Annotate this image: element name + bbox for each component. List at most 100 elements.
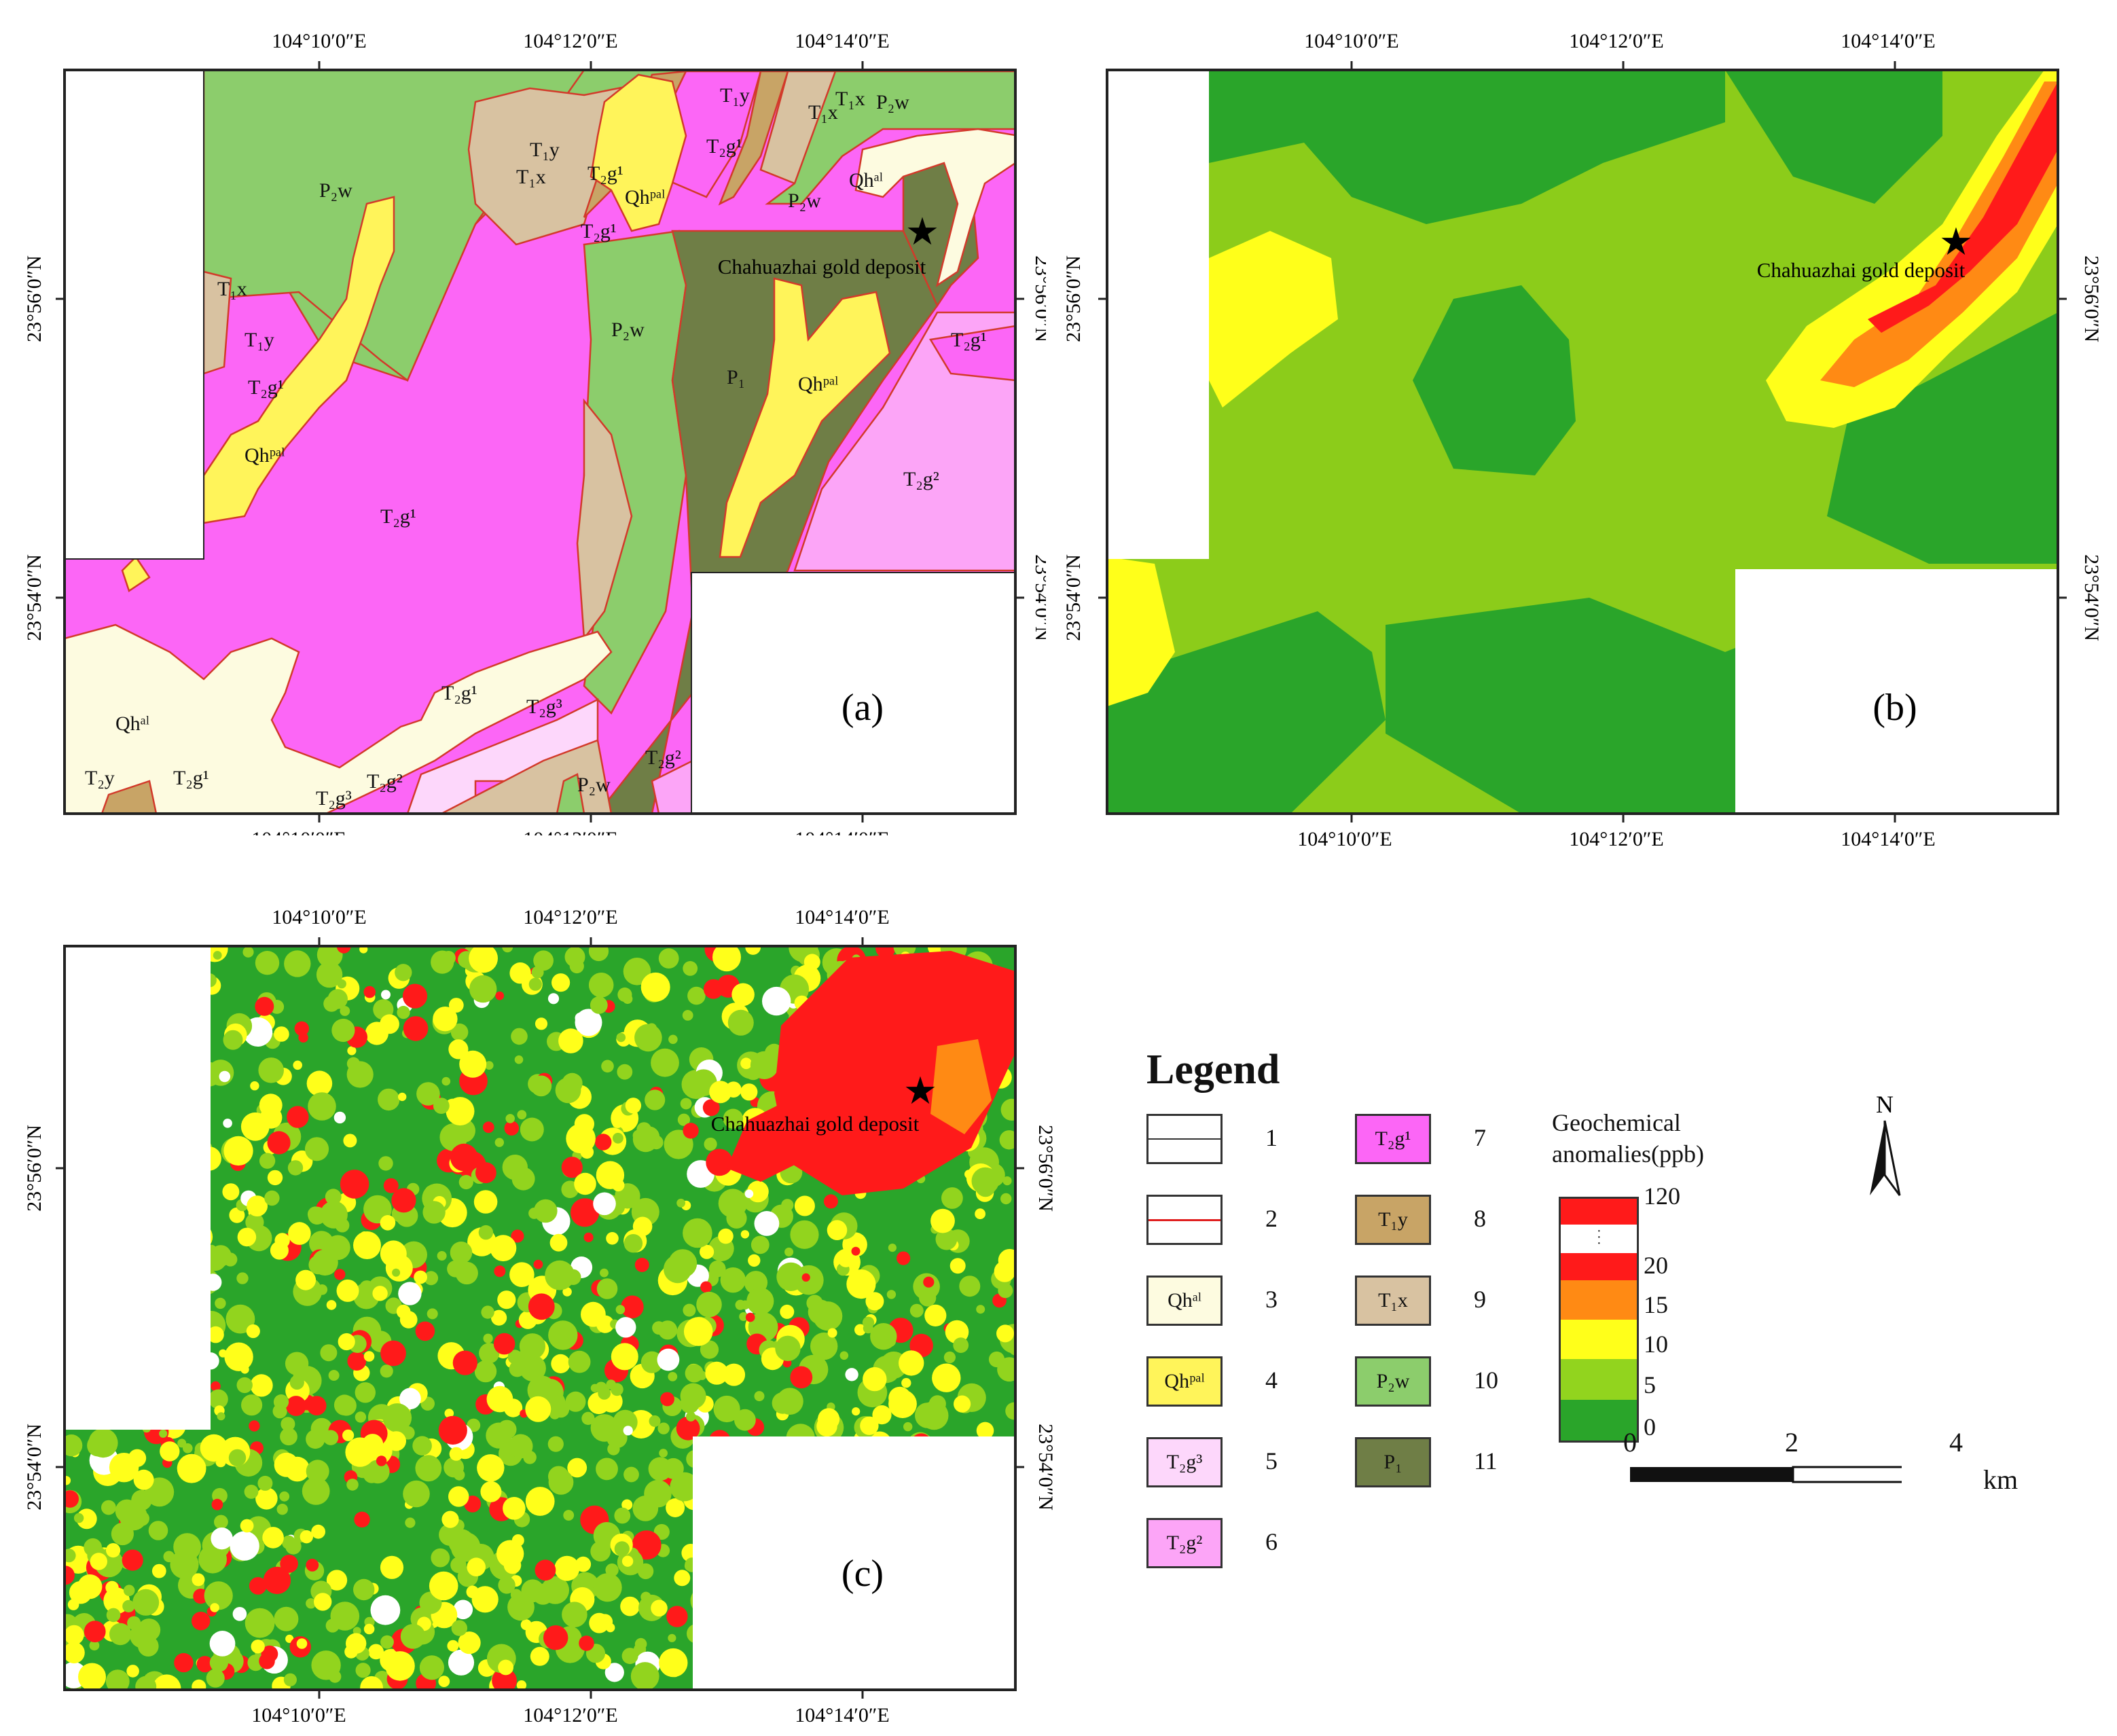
anomaly-speck	[530, 1075, 552, 1097]
anomaly-speck	[496, 1540, 524, 1568]
anomaly-speck	[353, 1231, 381, 1259]
legend-swatch-9: T₁x	[1355, 1276, 1431, 1326]
anomaly-speck	[949, 1258, 966, 1274]
anomaly-speck	[994, 1261, 1015, 1282]
anomaly-speck	[683, 1123, 699, 1139]
anomaly-speck	[1009, 1343, 1015, 1356]
legend-number-5: 5	[1265, 1447, 1278, 1475]
anomaly-speck	[378, 1088, 400, 1111]
map-label: T₂g¹	[380, 505, 416, 528]
top-tick-2: 104°12′0″E	[523, 30, 617, 52]
anomaly-speck	[640, 1351, 664, 1373]
legend-swatch-1	[1146, 1114, 1223, 1164]
anomaly-speck	[720, 1267, 746, 1293]
anomaly-speck	[447, 1260, 464, 1278]
right-tick-2: 23°54′0″N	[1034, 1424, 1057, 1511]
anomaly-speck	[115, 1499, 139, 1523]
anomaly-speck	[78, 1663, 106, 1690]
anomaly-speck	[865, 1292, 884, 1311]
anomaly-speck	[481, 1305, 494, 1319]
anomaly-speck	[674, 1570, 691, 1587]
map-label: P₂w	[788, 189, 821, 212]
anomaly-speck	[683, 1317, 713, 1346]
anomaly-speck	[245, 1213, 264, 1232]
bottom-tick-3: 104°14′0″E	[795, 828, 889, 835]
anomaly-speck	[734, 1409, 756, 1431]
anomaly-speck	[486, 1422, 512, 1449]
anomaly-speck	[336, 1279, 359, 1302]
map-label: P₂w	[876, 91, 909, 113]
anomaly-speck	[429, 1571, 458, 1601]
anomaly-speck	[548, 1320, 578, 1350]
anomaly-speck	[249, 1420, 260, 1432]
anomaly-speck	[132, 1589, 160, 1616]
anomaly-speck	[607, 1427, 628, 1449]
anomaly-speck	[314, 1593, 332, 1611]
panel-letter: (a)	[842, 687, 884, 729]
anomaly-speck	[396, 1304, 411, 1319]
anomaly-speck	[433, 1007, 458, 1032]
right-tick-2: 23°54′0″N	[1031, 554, 1046, 641]
map-label: T₂g²	[903, 468, 939, 490]
anomaly-speck	[302, 1477, 330, 1505]
anomaly-speck	[223, 1119, 232, 1128]
anomaly-speck	[386, 1431, 407, 1451]
anomaly-speck	[801, 1273, 810, 1282]
anomaly-speck	[596, 1458, 618, 1481]
top-tick-3: 104°14′0″E	[795, 30, 889, 52]
anomaly-speck	[363, 1466, 380, 1483]
legend-swatch-2	[1146, 1195, 1223, 1245]
anomaly-speck	[224, 1342, 253, 1371]
anomaly-speck	[517, 1110, 527, 1120]
ramp-tick-label: 10	[1644, 1331, 1668, 1358]
anomaly-speck	[209, 1653, 228, 1672]
anomaly-speck	[106, 1608, 121, 1623]
anomaly-speck	[65, 1566, 75, 1585]
anomaly-speck	[846, 1269, 876, 1299]
anomaly-speck	[338, 1333, 355, 1351]
anomaly-speck	[458, 1631, 481, 1654]
anomaly-speck	[852, 1407, 861, 1416]
panel-b-anomaly-map: 104°10′0″E 104°12′0″E 104°14′0″E 104°10′…	[1062, 30, 2103, 850]
anomaly-speck	[1000, 1098, 1015, 1121]
anomaly-speck	[998, 1283, 1013, 1299]
anomaly-speck	[754, 1391, 765, 1402]
anomaly-speck	[306, 1070, 333, 1096]
anomaly-speck	[616, 1032, 626, 1043]
anomaly-speck	[780, 1304, 795, 1319]
anomaly-speck	[571, 1198, 600, 1227]
anomaly-speck	[595, 1134, 612, 1151]
anomaly-speck	[382, 1403, 412, 1432]
anomaly-speck	[664, 1129, 693, 1159]
anomaly-speck	[491, 1309, 507, 1326]
ramp-tick-label: 15	[1644, 1291, 1668, 1318]
anomaly-speck	[87, 1434, 109, 1457]
anomaly-speck	[632, 1496, 659, 1521]
top-tick-2: 104°12′0″E	[523, 906, 617, 928]
anomaly-speck	[532, 1583, 554, 1605]
anomaly-speck	[670, 1472, 700, 1502]
anomaly-speck	[280, 1428, 297, 1446]
anomaly-speck	[333, 1111, 346, 1124]
anomaly-speck	[340, 1006, 350, 1016]
anomaly-speck	[274, 1233, 290, 1248]
legend-title: Legend	[1146, 1047, 1280, 1093]
anomaly-speck	[620, 1596, 640, 1616]
top-tick-1: 104°10′0″E	[272, 906, 366, 928]
anomaly-speck	[438, 1676, 450, 1687]
anomaly-speck	[581, 1411, 595, 1425]
anomaly-speck	[122, 1549, 143, 1571]
bottom-tick-2: 104°12′0″E	[523, 1704, 617, 1726]
anomaly-speck	[300, 1530, 313, 1544]
anomaly-speck	[431, 1548, 450, 1568]
anomaly-speck	[574, 1172, 596, 1195]
anomaly-speck	[210, 1603, 219, 1612]
bottom-tick-2: 104°12′0″E	[1569, 828, 1663, 850]
anomaly-speck	[754, 1211, 780, 1236]
anomaly-speck	[888, 1386, 911, 1409]
anomaly-speck	[73, 1513, 84, 1523]
anomaly-speck	[519, 1333, 546, 1360]
anomaly-speck	[385, 1651, 415, 1681]
anomaly-speck	[781, 1199, 794, 1212]
anomaly-speck	[159, 1429, 168, 1438]
